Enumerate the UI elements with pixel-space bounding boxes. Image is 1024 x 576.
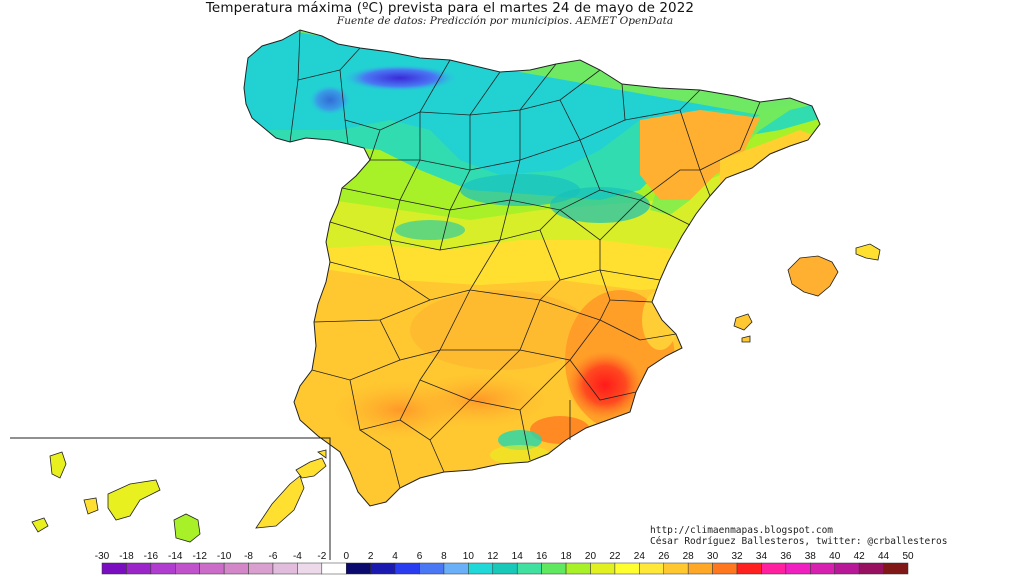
legend-tick-label: -12 bbox=[192, 551, 207, 562]
legend-tick-label: 6 bbox=[417, 551, 423, 562]
legend-tick-label: 24 bbox=[634, 551, 646, 562]
legend-tick-label: 20 bbox=[585, 551, 597, 562]
legend-tick-label: 38 bbox=[805, 551, 817, 562]
legend-swatch bbox=[736, 562, 762, 575]
legend-tick-labels: -30 -18 -16 -14 -12 -10 -8 -6 -4 -2 0 2 4 6 8 10 12 14 16 1… bbox=[95, 551, 914, 562]
credit-blog: http://climaenmapas.blogspot.com bbox=[650, 525, 834, 536]
legend-swatch bbox=[297, 562, 323, 575]
legend-swatch bbox=[565, 562, 591, 575]
legend-swatch bbox=[785, 562, 811, 575]
legend-color-swatches bbox=[101, 562, 909, 575]
legend-tick-label: -6 bbox=[269, 551, 278, 562]
legend-tick-label: 32 bbox=[731, 551, 743, 562]
legend-tick-label: 10 bbox=[463, 551, 475, 562]
legend-tick-label: 30 bbox=[707, 551, 719, 562]
legend-swatch bbox=[810, 562, 835, 575]
legend-swatch bbox=[126, 562, 152, 575]
legend-tick-label: -10 bbox=[217, 551, 232, 562]
province-borders bbox=[243, 29, 821, 507]
legend-tick-label: 36 bbox=[780, 551, 792, 562]
legend-tick-label: 2 bbox=[368, 551, 374, 562]
legend-tick-label: 34 bbox=[756, 551, 768, 562]
legend-tick-label: 0 bbox=[343, 551, 349, 562]
legend-tick-label: 42 bbox=[854, 551, 866, 562]
legend-tick-label: 44 bbox=[878, 551, 890, 562]
legend-swatch bbox=[687, 562, 713, 575]
legend-swatch bbox=[175, 562, 200, 575]
legend-tick-label: -2 bbox=[317, 551, 326, 562]
legend-tick-label: 28 bbox=[683, 551, 695, 562]
legend-swatch bbox=[639, 562, 665, 575]
legend-tick-label: 12 bbox=[487, 551, 499, 562]
legend-swatch bbox=[590, 562, 616, 575]
legend-swatch bbox=[614, 562, 640, 575]
legend-swatch bbox=[321, 562, 347, 575]
map-title: Temperatura máxima (ºC) prevista para el… bbox=[205, 0, 695, 16]
legend-tick-label: -30 bbox=[95, 551, 110, 562]
legend-tick-label: 22 bbox=[609, 551, 621, 562]
legend-tick-label: 18 bbox=[560, 551, 572, 562]
canary-islands-inset bbox=[10, 437, 331, 560]
legend-swatch bbox=[223, 562, 249, 575]
legend-swatch bbox=[663, 562, 689, 575]
legend-swatch bbox=[150, 562, 176, 575]
balearic-islands bbox=[733, 243, 881, 343]
legend-tick-label: 4 bbox=[392, 551, 398, 562]
legend-swatch bbox=[712, 562, 738, 575]
legend-swatch bbox=[248, 562, 274, 575]
legend-tick-label: -8 bbox=[244, 551, 253, 562]
legend-swatch bbox=[761, 562, 787, 575]
legend-tick-label: 16 bbox=[536, 551, 548, 562]
legend-swatch bbox=[443, 562, 469, 575]
legend-swatch bbox=[419, 562, 445, 575]
legend-swatch bbox=[394, 562, 420, 575]
legend-tick-label: -16 bbox=[144, 551, 159, 562]
credit-author: César Rodríguez Ballesteros, twitter: @c… bbox=[650, 536, 948, 547]
legend-tick-label: -14 bbox=[168, 551, 183, 562]
legend-tick-label: -4 bbox=[293, 551, 302, 562]
legend-swatch bbox=[834, 562, 860, 575]
legend-swatch bbox=[272, 562, 298, 575]
legend-swatch bbox=[541, 562, 567, 575]
legend-tick-label: -18 bbox=[119, 551, 134, 562]
map-subtitle: Fuente de datos: Predicción por municipi… bbox=[336, 15, 674, 27]
legend-swatch bbox=[101, 562, 127, 575]
legend-swatch bbox=[883, 562, 909, 575]
legend-swatch bbox=[492, 562, 518, 575]
legend-swatch bbox=[345, 562, 371, 575]
legend-tick-label: 26 bbox=[658, 551, 670, 562]
legend-swatch bbox=[858, 562, 884, 575]
legend-tick-label: 40 bbox=[829, 551, 841, 562]
legend-swatch bbox=[370, 562, 396, 575]
legend-tick-label: 50 bbox=[902, 551, 914, 562]
legend-swatch bbox=[199, 562, 225, 575]
legend-tick-label: 8 bbox=[441, 551, 447, 562]
legend-swatch bbox=[516, 562, 542, 575]
legend-swatch bbox=[468, 562, 494, 575]
legend-tick-label: 14 bbox=[512, 551, 524, 562]
